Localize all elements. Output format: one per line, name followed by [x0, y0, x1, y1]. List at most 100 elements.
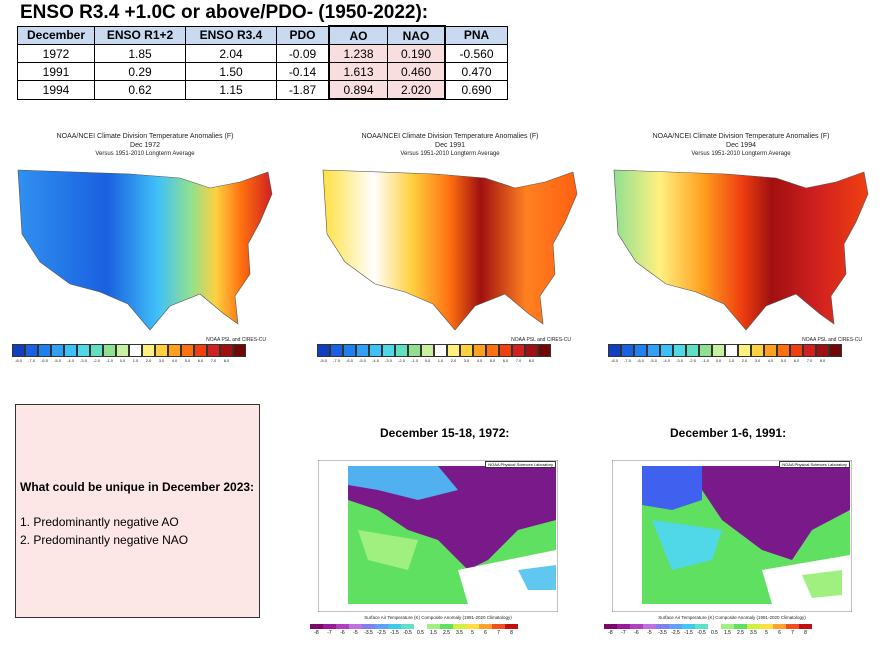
colorbar-tick-label: 2.5 — [443, 630, 450, 636]
column-header: ENSO R3.4 — [185, 25, 277, 45]
colorbar-swatch — [408, 344, 421, 357]
colorbar-tick-label: -7.0 — [333, 358, 340, 363]
colorbar-swatch — [725, 344, 738, 357]
colorbar-tick-label: 6 — [484, 630, 487, 636]
colorbar-tick-label: -6.0 — [41, 358, 48, 363]
colorbar-tick-label: -7 — [327, 630, 332, 636]
colorbar-tick-label: -1.0 — [106, 358, 113, 363]
map-date: Dec 1991 — [435, 142, 465, 149]
table-cell: 0.470 — [444, 62, 508, 81]
colorbar-tick-label: 2.0 — [450, 358, 457, 363]
column-header: PNA — [444, 25, 508, 45]
map-colorbar — [317, 344, 551, 357]
colorbar-tick-label: -1.0 — [411, 358, 418, 363]
table-cell: -0.09 — [276, 44, 330, 63]
colorbar-tick-label: -5.0 — [54, 358, 61, 363]
map-colorbar — [12, 344, 246, 357]
colorbar-swatch — [673, 344, 686, 357]
table-cell: 1991 — [17, 62, 95, 81]
column-header: AO — [328, 25, 388, 45]
colorbar-tick-label: -5.0 — [359, 358, 366, 363]
colorbar-swatch — [168, 344, 181, 357]
colorbar-tick-label: -8 — [608, 630, 613, 636]
column-header: December — [17, 25, 95, 45]
map-title-block: NOAA/NCEI Climate Division Temperature A… — [315, 132, 585, 159]
colorbar-swatch — [486, 344, 499, 357]
colorbar-tick-label: 1.5 — [724, 630, 731, 636]
colorbar-swatch — [207, 344, 220, 357]
colorbar-tick-label: 6.0 — [793, 358, 800, 363]
colorbar-swatch — [699, 344, 712, 357]
colorbar-tick-label: 8 — [804, 630, 807, 636]
colorbar-swatch — [525, 344, 538, 357]
colorbar-swatch — [12, 344, 25, 357]
colorbar-swatch — [336, 624, 349, 629]
colorbar-tick-label: -2.5 — [377, 630, 386, 636]
colorbar-swatch — [317, 344, 330, 357]
colorbar-swatch — [382, 344, 395, 357]
colorbar-swatch — [803, 344, 816, 357]
colorbar-swatch — [25, 344, 38, 357]
colorbar-tick-label: -1.5 — [390, 630, 399, 636]
colorbar-tick-label: -2.0 — [398, 358, 405, 363]
column-header: NAO — [387, 25, 446, 45]
colorbar-swatch — [369, 344, 382, 357]
table-cell: 0.690 — [444, 80, 508, 100]
table-cell: -0.14 — [276, 62, 330, 81]
composite-caption: Surface Air Temperature (K) Composite An… — [364, 615, 512, 620]
colorbar-tick-label: 7 — [497, 630, 500, 636]
colorbar-tick-label: 1.0 — [437, 358, 444, 363]
colorbar-swatch — [323, 624, 336, 629]
composite-anomaly-map — [318, 460, 558, 612]
colorbar-swatch — [764, 344, 777, 357]
colorbar-tick-label: 1.0 — [728, 358, 735, 363]
colorbar-tick-label: 3.5 — [750, 630, 757, 636]
colorbar-tick-label: 3.0 — [158, 358, 165, 363]
us-anomaly-map — [322, 169, 578, 331]
map-title: NOAA/NCEI Climate Division Temperature A… — [361, 133, 539, 140]
colorbar-swatch — [473, 344, 486, 357]
table-cell: 1.15 — [185, 80, 277, 100]
table-cell: -1.87 — [276, 80, 330, 100]
colorbar-swatch — [38, 344, 51, 357]
lab-label: NOAA Physical Sciences Laboratory — [485, 461, 556, 468]
colorbar-swatch — [695, 624, 708, 629]
colorbar-swatch — [512, 344, 525, 357]
colorbar-swatch — [77, 344, 90, 357]
map-date: Dec 1994 — [726, 142, 756, 149]
colorbar-tick-label: -5 — [647, 630, 652, 636]
note-heading: What could be unique in December 2023: — [20, 480, 255, 494]
table-cell: 1.238 — [328, 44, 388, 63]
table-cell: -0.560 — [444, 44, 508, 63]
table-row: 1972 1.85 2.04 -0.09 1.238 0.190 -0.560 — [17, 44, 508, 63]
colorbar-tick-label: 5.0 — [780, 358, 787, 363]
colorbar-swatch — [466, 624, 479, 629]
colorbar-tick-label: 5.0 — [184, 358, 191, 363]
map-date: Dec 1972 — [130, 142, 160, 149]
colorbar-tick-label: 0.0 — [119, 358, 126, 363]
page-title: ENSO R3.4 +1.0C or above/PDO- (1950-2022… — [20, 2, 429, 23]
colorbar-tick-label: -5.0 — [650, 358, 657, 363]
temperature-map-1991: NOAA/NCEI Climate Division Temperature A… — [315, 132, 585, 382]
colorbar-tick-label: 2.5 — [737, 630, 744, 636]
colorbar-tick-label: -1.0 — [702, 358, 709, 363]
table-cell: 1.50 — [185, 62, 277, 81]
colorbar-swatch — [103, 344, 116, 357]
colorbar-tick-label: -5 — [353, 630, 358, 636]
table-cell: 1994 — [17, 80, 95, 100]
colorbar-tick-label: -8.0 — [611, 358, 618, 363]
colorbar-swatch — [116, 344, 129, 357]
table-row: 1994 0.62 1.15 -1.87 0.894 2.020 0.690 — [17, 80, 508, 100]
column-header: PDO — [276, 25, 330, 45]
colorbar-swatch — [492, 624, 505, 629]
table-cell: 0.29 — [94, 62, 186, 81]
colorbar-tick-label: 0.0 — [424, 358, 431, 363]
colorbar-swatch — [617, 624, 630, 629]
colorbar-tick-label: 4.0 — [767, 358, 774, 363]
table-cell: 1.85 — [94, 44, 186, 63]
colorbar-swatch — [375, 624, 388, 629]
colorbar-swatch — [538, 344, 551, 357]
colorbar-swatch — [434, 344, 447, 357]
colorbar-swatch — [773, 624, 786, 629]
table-cell: 0.894 — [328, 80, 388, 100]
